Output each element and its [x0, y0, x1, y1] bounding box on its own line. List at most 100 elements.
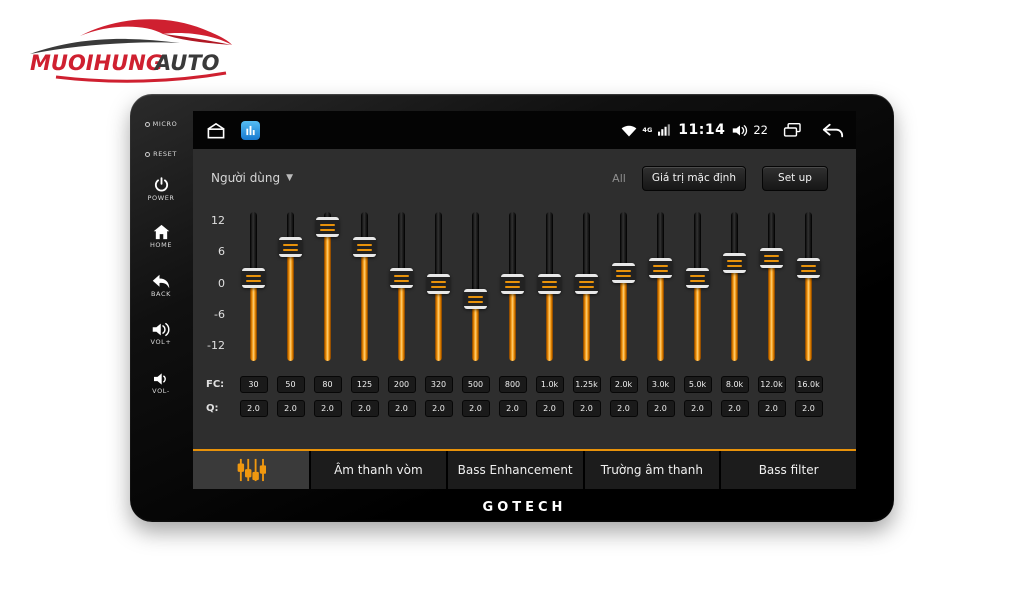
eq-slider-handle[interactable]: [575, 273, 598, 294]
equalizer-app-icon[interactable]: [241, 120, 260, 140]
network-type-label: 4G: [642, 126, 653, 134]
eq-slider-320[interactable]: [427, 212, 450, 361]
tab-sound-field[interactable]: Trường âm thanh: [584, 451, 720, 489]
q-chip[interactable]: 2.0: [239, 400, 268, 417]
q-chip[interactable]: 2.0: [313, 400, 342, 417]
eq-slider-handle[interactable]: [353, 237, 376, 258]
eq-slider-handle[interactable]: [390, 268, 413, 289]
q-chip[interactable]: 2.0: [720, 400, 749, 417]
slider-track-lower: [287, 247, 294, 361]
micro-button[interactable]: MICRO: [130, 120, 192, 128]
q-chip[interactable]: 2.0: [572, 400, 601, 417]
slider-area: [235, 212, 827, 361]
q-chip[interactable]: 2.0: [387, 400, 416, 417]
eq-slider-handle[interactable]: [316, 216, 339, 237]
eq-slider-200[interactable]: [390, 212, 413, 361]
eq-slider-handle[interactable]: [242, 268, 265, 289]
fc-chip[interactable]: 2.0k: [609, 376, 638, 393]
eq-band-200: [383, 212, 420, 361]
fc-chip[interactable]: 12.0k: [757, 376, 786, 393]
home-outline-icon[interactable]: [205, 122, 227, 139]
fc-chip[interactable]: 3.0k: [646, 376, 675, 393]
q-chip[interactable]: 2.0: [498, 400, 527, 417]
eq-band-500: [457, 212, 494, 361]
volume-up-button[interactable]: VOL+: [130, 322, 192, 346]
fc-chip[interactable]: 50: [276, 376, 305, 393]
q-chip[interactable]: 2.0: [683, 400, 712, 417]
eq-band-1.0k: [531, 212, 568, 361]
slider-track-lower: [435, 283, 442, 361]
slider-track-upper: [583, 212, 590, 284]
tab-surround[interactable]: Âm thanh vòm: [311, 451, 446, 489]
fc-chip[interactable]: 500: [461, 376, 490, 393]
q-chip[interactable]: 2.0: [609, 400, 638, 417]
eq-slider-handle[interactable]: [612, 263, 635, 284]
speaker-loud-icon: [152, 322, 169, 337]
eq-slider-12.0k[interactable]: [760, 212, 783, 361]
fc-chip[interactable]: 125: [350, 376, 379, 393]
eq-slider-500[interactable]: [464, 212, 487, 361]
eq-slider-80[interactable]: [316, 212, 339, 361]
eq-slider-handle[interactable]: [723, 252, 746, 273]
q-chip[interactable]: 2.0: [350, 400, 379, 417]
eq-slider-1.25k[interactable]: [575, 212, 598, 361]
fc-chip[interactable]: 200: [387, 376, 416, 393]
eq-slider-handle[interactable]: [538, 273, 561, 294]
q-chip[interactable]: 2.0: [424, 400, 453, 417]
home-label: HOME: [149, 241, 173, 249]
eq-slider-handle[interactable]: [760, 247, 783, 268]
eq-slider-50[interactable]: [279, 212, 302, 361]
q-chip[interactable]: 2.0: [461, 400, 490, 417]
fc-chip[interactable]: 16.0k: [794, 376, 823, 393]
eq-slider-3.0k[interactable]: [649, 212, 672, 361]
fc-chip[interactable]: 1.25k: [572, 376, 601, 393]
touchscreen: 4G 11:14 22: [193, 111, 856, 489]
setup-button[interactable]: Set up: [762, 165, 828, 191]
back-hw-button[interactable]: BACK: [130, 274, 192, 298]
eq-slider-30[interactable]: [242, 212, 265, 361]
eq-slider-16.0k[interactable]: [797, 212, 820, 361]
eq-slider-5.0k[interactable]: [686, 212, 709, 361]
power-label: POWER: [147, 194, 175, 202]
eq-slider-handle[interactable]: [797, 257, 820, 278]
power-button[interactable]: POWER: [130, 176, 192, 202]
fc-chip[interactable]: 80: [313, 376, 342, 393]
default-values-button[interactable]: Giá trị mặc định: [641, 165, 746, 191]
eq-slider-8.0k[interactable]: [723, 212, 746, 361]
eq-slider-800[interactable]: [501, 212, 524, 361]
fc-chip[interactable]: 320: [424, 376, 453, 393]
fc-chip[interactable]: 800: [498, 376, 527, 393]
recent-apps-icon[interactable]: [783, 122, 802, 138]
fc-chip[interactable]: 30: [239, 376, 268, 393]
back-arrow-icon[interactable]: [822, 123, 844, 138]
eq-slider-handle[interactable]: [464, 289, 487, 309]
fc-chip[interactable]: 5.0k: [683, 376, 712, 393]
eq-slider-handle[interactable]: [427, 273, 450, 294]
q-chip[interactable]: 2.0: [794, 400, 823, 417]
slider-track-upper: [805, 212, 812, 268]
q-chip[interactable]: 2.0: [535, 400, 564, 417]
fc-chip[interactable]: 8.0k: [720, 376, 749, 393]
volume-down-button[interactable]: VOL-: [130, 372, 192, 395]
q-chip[interactable]: 2.0: [757, 400, 786, 417]
eq-slider-handle[interactable]: [649, 257, 672, 278]
tab-accent-line: [193, 449, 856, 451]
eq-slider-handle[interactable]: [501, 273, 524, 294]
tab-bass-enhancement[interactable]: Bass Enhancement: [447, 451, 583, 489]
profile-selector[interactable]: Người dùng ▼: [211, 171, 293, 185]
eq-slider-2.0k[interactable]: [612, 212, 635, 361]
eq-slider-handle[interactable]: [686, 268, 709, 289]
reset-button[interactable]: RESET: [130, 150, 192, 158]
eq-slider-125[interactable]: [353, 212, 376, 361]
eq-slider-handle[interactable]: [279, 237, 302, 258]
q-chip[interactable]: 2.0: [276, 400, 305, 417]
tab-equalizer[interactable]: [193, 451, 309, 489]
clock: 11:14: [678, 122, 726, 138]
tab-bass-filter[interactable]: Bass filter: [721, 451, 856, 489]
q-label: Q:: [206, 403, 219, 414]
eq-band-80: [309, 212, 346, 361]
eq-slider-1.0k[interactable]: [538, 212, 561, 361]
q-chip[interactable]: 2.0: [646, 400, 675, 417]
fc-chip[interactable]: 1.0k: [535, 376, 564, 393]
home-hw-button[interactable]: HOME: [130, 224, 192, 249]
